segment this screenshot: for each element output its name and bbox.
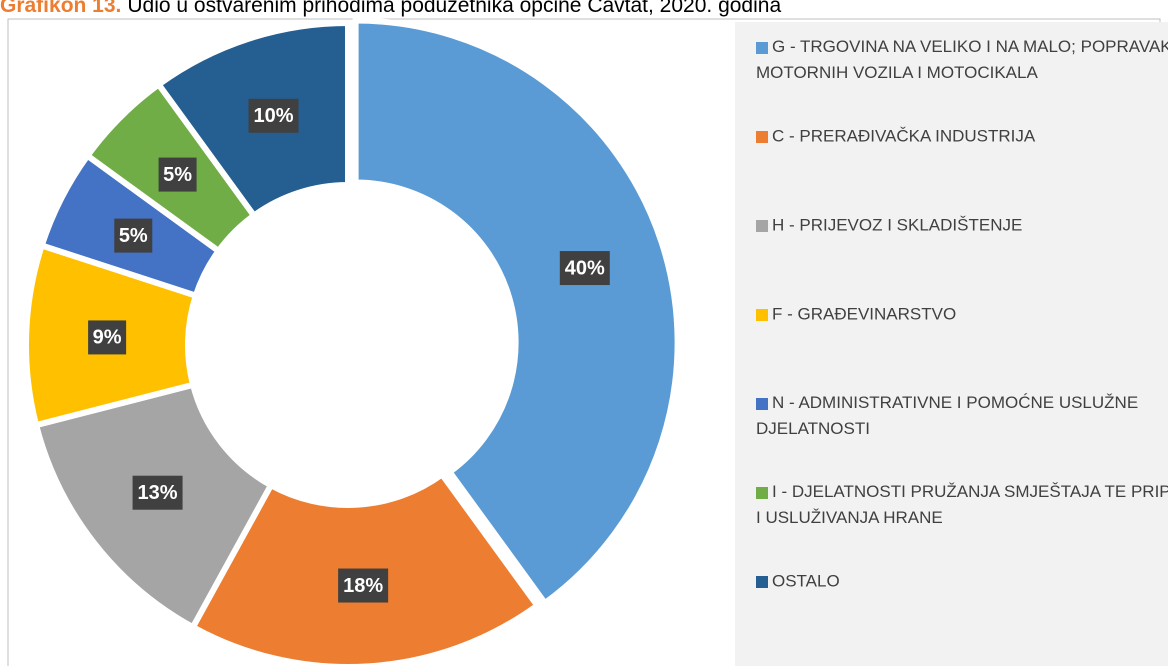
legend-label: N - ADMINISTRATIVNE I POMOĆNE USLUŽNE DJE… [756,393,1138,438]
legend-swatch [756,398,768,410]
data-label: 13% [138,482,178,504]
data-label-box [559,251,610,286]
data-label: 10% [254,105,294,127]
legend-label: H - PRIJEVOZ I SKLADIŠTENJE [772,215,1022,234]
legend-label: OSTALO [772,571,840,590]
donut-slice [352,17,681,608]
legend-box [735,22,1168,666]
legend-label: F - GRAĐEVINARSTVO [772,304,956,323]
title-text: Udio u ostvarenim prihodima poduzetnika … [127,0,781,17]
data-label: 5% [119,225,148,247]
data-label: 9% [93,327,122,349]
data-label: 5% [163,164,192,186]
legend-swatch [756,309,768,321]
data-label-box [338,568,389,603]
chart-title: Grafikon 13. Udio u ostvarenim prihodima … [0,0,781,17]
legend-swatch [756,220,768,232]
data-label: 40% [565,257,605,279]
data-label-box [132,475,183,510]
legend-label: C - PRERAĐIVAČKA INDUSTRIJA [772,126,1036,145]
data-label-box [114,218,153,253]
title-prefix: Grafikon 13. [0,0,121,17]
data-label-box [248,98,299,133]
legend-label: G - TRGOVINA NA VELIKO I NA MALO; POPRAV… [756,37,1168,82]
legend-swatch [756,576,768,588]
legend-swatch [756,42,768,54]
data-label-box [158,157,197,192]
legend-swatch [756,131,768,143]
legend-label: I - DJELATNOSTI PRUŽANJA SMJEŠTAJA TE PR… [756,482,1168,527]
data-label-box [88,320,127,355]
data-label: 18% [343,575,383,597]
legend-swatch [756,487,768,499]
